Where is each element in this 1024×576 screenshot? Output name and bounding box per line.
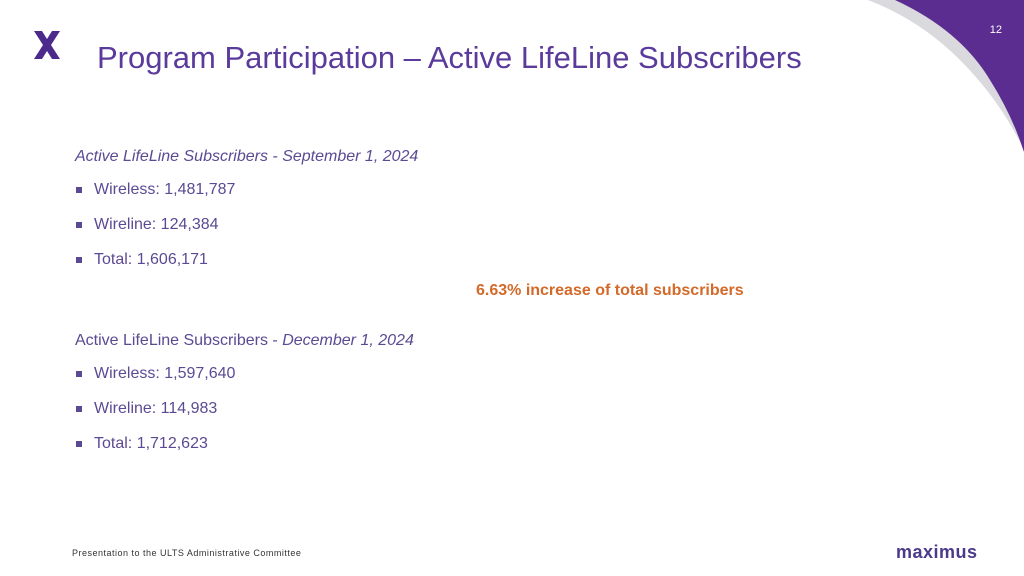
square-bullet-icon bbox=[76, 257, 82, 263]
page-number: 12 bbox=[989, 24, 1002, 36]
square-bullet-icon bbox=[76, 406, 82, 412]
maximus-wordmark: maximus bbox=[896, 542, 978, 562]
square-bullet-icon bbox=[76, 222, 82, 228]
september-section: Active LifeLine Subscribers - September … bbox=[75, 148, 418, 285]
list-item-text: Wireline: 114,983 bbox=[94, 400, 218, 417]
list-item: Wireless: 1,597,640 bbox=[75, 364, 414, 399]
december-heading: Active LifeLine Subscribers - December 1… bbox=[75, 332, 414, 350]
list-item: Wireless: 1,481,787 bbox=[75, 180, 418, 215]
list-item-text: Wireless: 1,597,640 bbox=[94, 365, 236, 382]
list-item-text: Total: 1,712,623 bbox=[94, 435, 208, 452]
page-title: Program Participation – Active LifeLine … bbox=[97, 40, 802, 75]
december-section: Active LifeLine Subscribers - December 1… bbox=[75, 332, 414, 469]
september-heading: Active LifeLine Subscribers - September … bbox=[75, 148, 419, 165]
square-bullet-icon bbox=[76, 187, 82, 193]
list-item: Wireline: 124,384 bbox=[75, 215, 418, 250]
square-bullet-icon bbox=[76, 371, 82, 377]
list-item-text: Total: 1,606,171 bbox=[94, 251, 208, 268]
december-list: Wireless: 1,597,640 Wireline: 114,983 To… bbox=[75, 364, 414, 469]
footer-text: Presentation to the ULTS Administrative … bbox=[72, 548, 302, 558]
maximus-x-logo-icon bbox=[34, 31, 60, 59]
list-item-text: Wireless: 1,481,787 bbox=[94, 181, 236, 198]
list-item: Wireline: 114,983 bbox=[75, 399, 414, 434]
list-item: Total: 1,712,623 bbox=[75, 434, 414, 469]
december-heading-prefix: Active LifeLine Subscribers - bbox=[75, 332, 283, 349]
list-item-text: Wireline: 124,384 bbox=[94, 216, 219, 233]
square-bullet-icon bbox=[76, 441, 82, 447]
list-item: Total: 1,606,171 bbox=[75, 250, 418, 285]
increase-highlight: 6.63% increase of total subscribers bbox=[476, 282, 744, 299]
december-heading-date: December 1, 2024 bbox=[282, 332, 414, 349]
september-list: Wireless: 1,481,787 Wireline: 124,384 To… bbox=[75, 180, 418, 285]
